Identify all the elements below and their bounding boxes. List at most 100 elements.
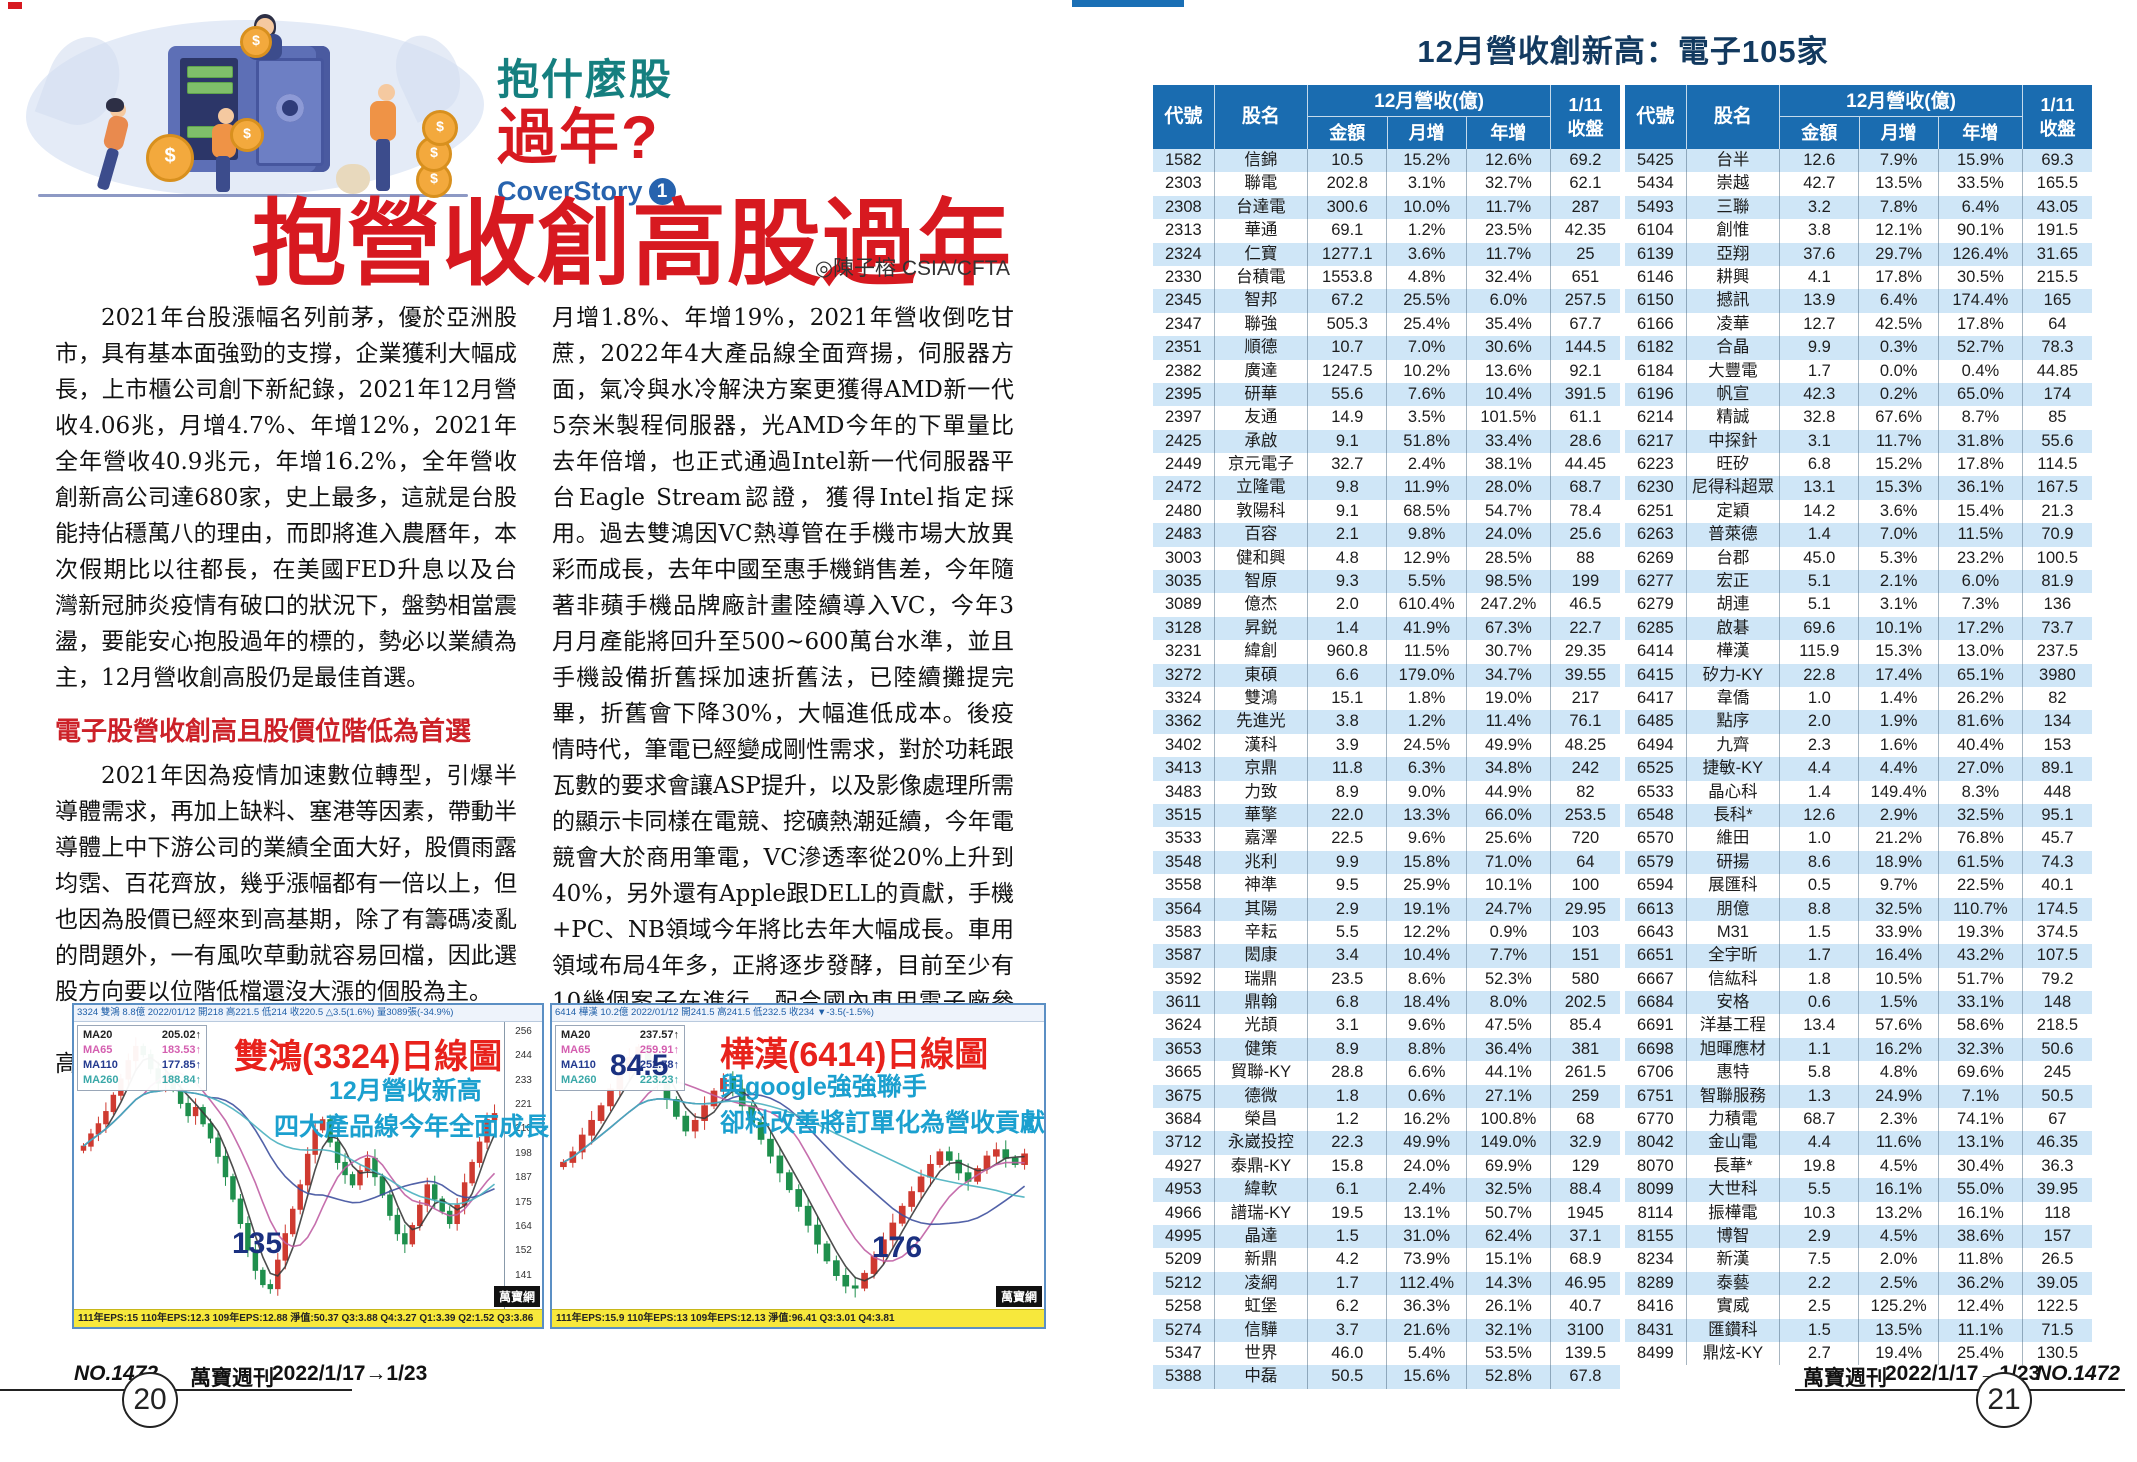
table-cell: 67.2 bbox=[1307, 289, 1386, 313]
table-cell: 26.1% bbox=[1465, 1295, 1550, 1319]
table-cell: 精誠 bbox=[1685, 406, 1779, 430]
chart-annotation: 卻料改善將訂單化為營收貢獻 bbox=[720, 1109, 1046, 1137]
col-header-name: 股名 bbox=[1213, 85, 1307, 149]
table-cell: 22.3 bbox=[1307, 1131, 1386, 1155]
table-cell: 6196 bbox=[1636, 384, 1674, 403]
table-cell: 122.5 bbox=[2021, 1295, 2092, 1319]
table-cell: M31 bbox=[1685, 920, 1779, 945]
table-cell: 3.5% bbox=[1386, 406, 1465, 430]
table-row: 5434 崇越 42.7 13.5% 33.5% 165.5 bbox=[1625, 172, 2092, 196]
table-cell: 24.9% bbox=[1858, 1084, 1937, 1109]
table-cell: 174 bbox=[2021, 382, 2092, 407]
table-row: 6691 洋基工程 13.4 57.6% 58.6% 218.5 bbox=[1625, 1014, 2092, 1038]
table-cell: 9.8% bbox=[1386, 523, 1465, 547]
table-cell: 40.4% bbox=[1937, 733, 2022, 758]
table-title: 12月營收創新高：電子105家 bbox=[1417, 34, 1829, 69]
col-header-close: 1/11 收盤 bbox=[2021, 85, 2092, 149]
table-cell: 62.4% bbox=[1465, 1224, 1550, 1249]
table-cell: 23.5% bbox=[1465, 219, 1550, 243]
table-cell: 25.5% bbox=[1386, 289, 1465, 313]
table-cell: 22.7 bbox=[1549, 616, 1620, 641]
table-cell: 8289 bbox=[1636, 1273, 1674, 1292]
table-row: 6223 旺矽 6.8 15.2% 17.8% 114.5 bbox=[1625, 453, 2092, 477]
table-cell: 旺矽 bbox=[1685, 453, 1779, 477]
paragraph: 月增1.8%、年增19%，2021年營收倒吃甘蔗，2022年4大產品線全面齊揚，… bbox=[552, 305, 1014, 1123]
table-cell: 2347 bbox=[1164, 314, 1202, 333]
stock-chart-6414: 6414 樺漢 10.2億 2022/01/12 開241.5 高241.5 低… bbox=[550, 1003, 1046, 1329]
brand-badge: 萬寶網 bbox=[493, 1286, 540, 1307]
table-cell: 1945 bbox=[1549, 1201, 1620, 1225]
table-row: 6146 耕興 4.1 17.8% 30.5% 215.5 bbox=[1625, 265, 2092, 290]
table-cell: 151 bbox=[1549, 944, 1620, 968]
table-row: 3653 健策 8.9 8.8% 36.4% 381 bbox=[1153, 1037, 1620, 1062]
table-cell: 19.4% bbox=[1858, 1341, 1937, 1366]
table-cell: 42.3 bbox=[1779, 382, 1858, 407]
table-row: 4927 泰鼎-KY 15.8 24.0% 69.9% 129 bbox=[1153, 1154, 1620, 1179]
col-header-mom: 月增 bbox=[1386, 117, 1466, 149]
table-cell: 宏正 bbox=[1685, 570, 1779, 594]
table-row: 5209 新鼎 4.2 73.9% 15.1% 68.9 bbox=[1153, 1248, 1620, 1272]
table-cell: 2308 bbox=[1164, 197, 1202, 216]
article-title: 抱營收創高股過年 bbox=[252, 191, 1013, 296]
ma-label: MA20 bbox=[83, 1029, 113, 1041]
table-cell: 4.2 bbox=[1307, 1248, 1386, 1272]
table-cell: 3.1% bbox=[1386, 172, 1465, 196]
table-cell: 0.9% bbox=[1465, 920, 1550, 945]
table-cell: 6613 bbox=[1636, 899, 1674, 918]
table-cell: 友通 bbox=[1213, 406, 1307, 430]
ma-label: MA110 bbox=[83, 1059, 118, 1071]
table-row: 2480 敦陽科 9.1 68.5% 54.7% 78.4 bbox=[1153, 499, 1620, 524]
table-cell: 11.7% bbox=[1465, 195, 1550, 220]
table-cell: 立隆電 bbox=[1213, 476, 1307, 500]
table-cell: 6533 bbox=[1636, 782, 1674, 801]
table-cell: 崇越 bbox=[1685, 172, 1779, 196]
col-header-yoy: 年增 bbox=[1937, 117, 2022, 149]
table-cell: 13.5% bbox=[1858, 1318, 1937, 1342]
table-cell: 5.1 bbox=[1779, 593, 1858, 617]
table-cell: 32.5% bbox=[1937, 803, 2022, 828]
table-cell: 15.1 bbox=[1307, 686, 1386, 711]
table-cell: 5388 bbox=[1164, 1367, 1202, 1386]
table-row: 6414 樺漢 115.9 15.3% 13.0% 237.5 bbox=[1625, 640, 2092, 664]
table-row: 6570 維田 1.0 21.2% 76.8% 45.7 bbox=[1625, 827, 2092, 851]
table-cell: 70.9 bbox=[2021, 523, 2092, 547]
table-cell: 30.5% bbox=[1937, 265, 2022, 290]
table-row: 5388 中磊 50.5 15.6% 52.8% 67.8 bbox=[1153, 1365, 1620, 1389]
table-cell: 4.8 bbox=[1307, 546, 1386, 571]
table-cell: 3128 bbox=[1164, 618, 1202, 637]
table-cell: 12.6 bbox=[1779, 803, 1858, 828]
table-cell: 134 bbox=[2021, 710, 2092, 734]
table-cell: 0.6% bbox=[1386, 1084, 1465, 1109]
table-cell: 1.5 bbox=[1307, 1224, 1386, 1249]
table-cell: 3592 bbox=[1164, 969, 1202, 988]
table-cell: 0.5 bbox=[1779, 874, 1858, 898]
table-cell: 4.5% bbox=[1858, 1154, 1937, 1179]
table-cell: 6150 bbox=[1636, 291, 1674, 310]
table-cell: 13.9 bbox=[1779, 289, 1858, 313]
table-cell: 16.2% bbox=[1858, 1037, 1937, 1062]
table-cell: 2.5% bbox=[1858, 1271, 1937, 1296]
table-cell: 35.4% bbox=[1465, 312, 1550, 337]
table-cell: 1.0 bbox=[1779, 686, 1858, 711]
article-column-2: 月增1.8%、年增19%，2021年營收倒吃甘蔗，2022年4大產品線全面齊揚，… bbox=[552, 300, 1014, 1128]
table-cell: 6691 bbox=[1636, 1016, 1674, 1035]
table-row: 8416 實威 2.5 125.2% 12.4% 122.5 bbox=[1625, 1295, 2092, 1319]
col-header-december-revenue: 12月營收(億) bbox=[1307, 85, 1550, 117]
table-cell: 53.5% bbox=[1465, 1341, 1550, 1366]
table-cell: 167.5 bbox=[2021, 476, 2092, 500]
table-row: 6698 旭暉應材 1.1 16.2% 32.3% 50.6 bbox=[1625, 1037, 2092, 1062]
table-cell: 5425 bbox=[1636, 151, 1674, 169]
table-cell: 3003 bbox=[1164, 548, 1202, 567]
table-cell: 台郡 bbox=[1685, 546, 1779, 571]
table-cell: 2330 bbox=[1164, 267, 1202, 286]
table-cell: 6.4% bbox=[1858, 289, 1937, 313]
chart-annotation: 四大產品線今年全面成長 bbox=[274, 1113, 550, 1141]
table-cell: 42.35 bbox=[1549, 219, 1620, 243]
table-cell: 1.8% bbox=[1386, 686, 1465, 711]
table-cell: 6.8 bbox=[1307, 991, 1386, 1015]
table-cell: 12.4% bbox=[1937, 1295, 2022, 1319]
table-cell: 50.6 bbox=[2021, 1037, 2092, 1062]
table-cell: 3.9 bbox=[1307, 733, 1386, 758]
table-cell: 55.0% bbox=[1937, 1178, 2022, 1202]
table-cell: 32.1% bbox=[1465, 1318, 1550, 1342]
